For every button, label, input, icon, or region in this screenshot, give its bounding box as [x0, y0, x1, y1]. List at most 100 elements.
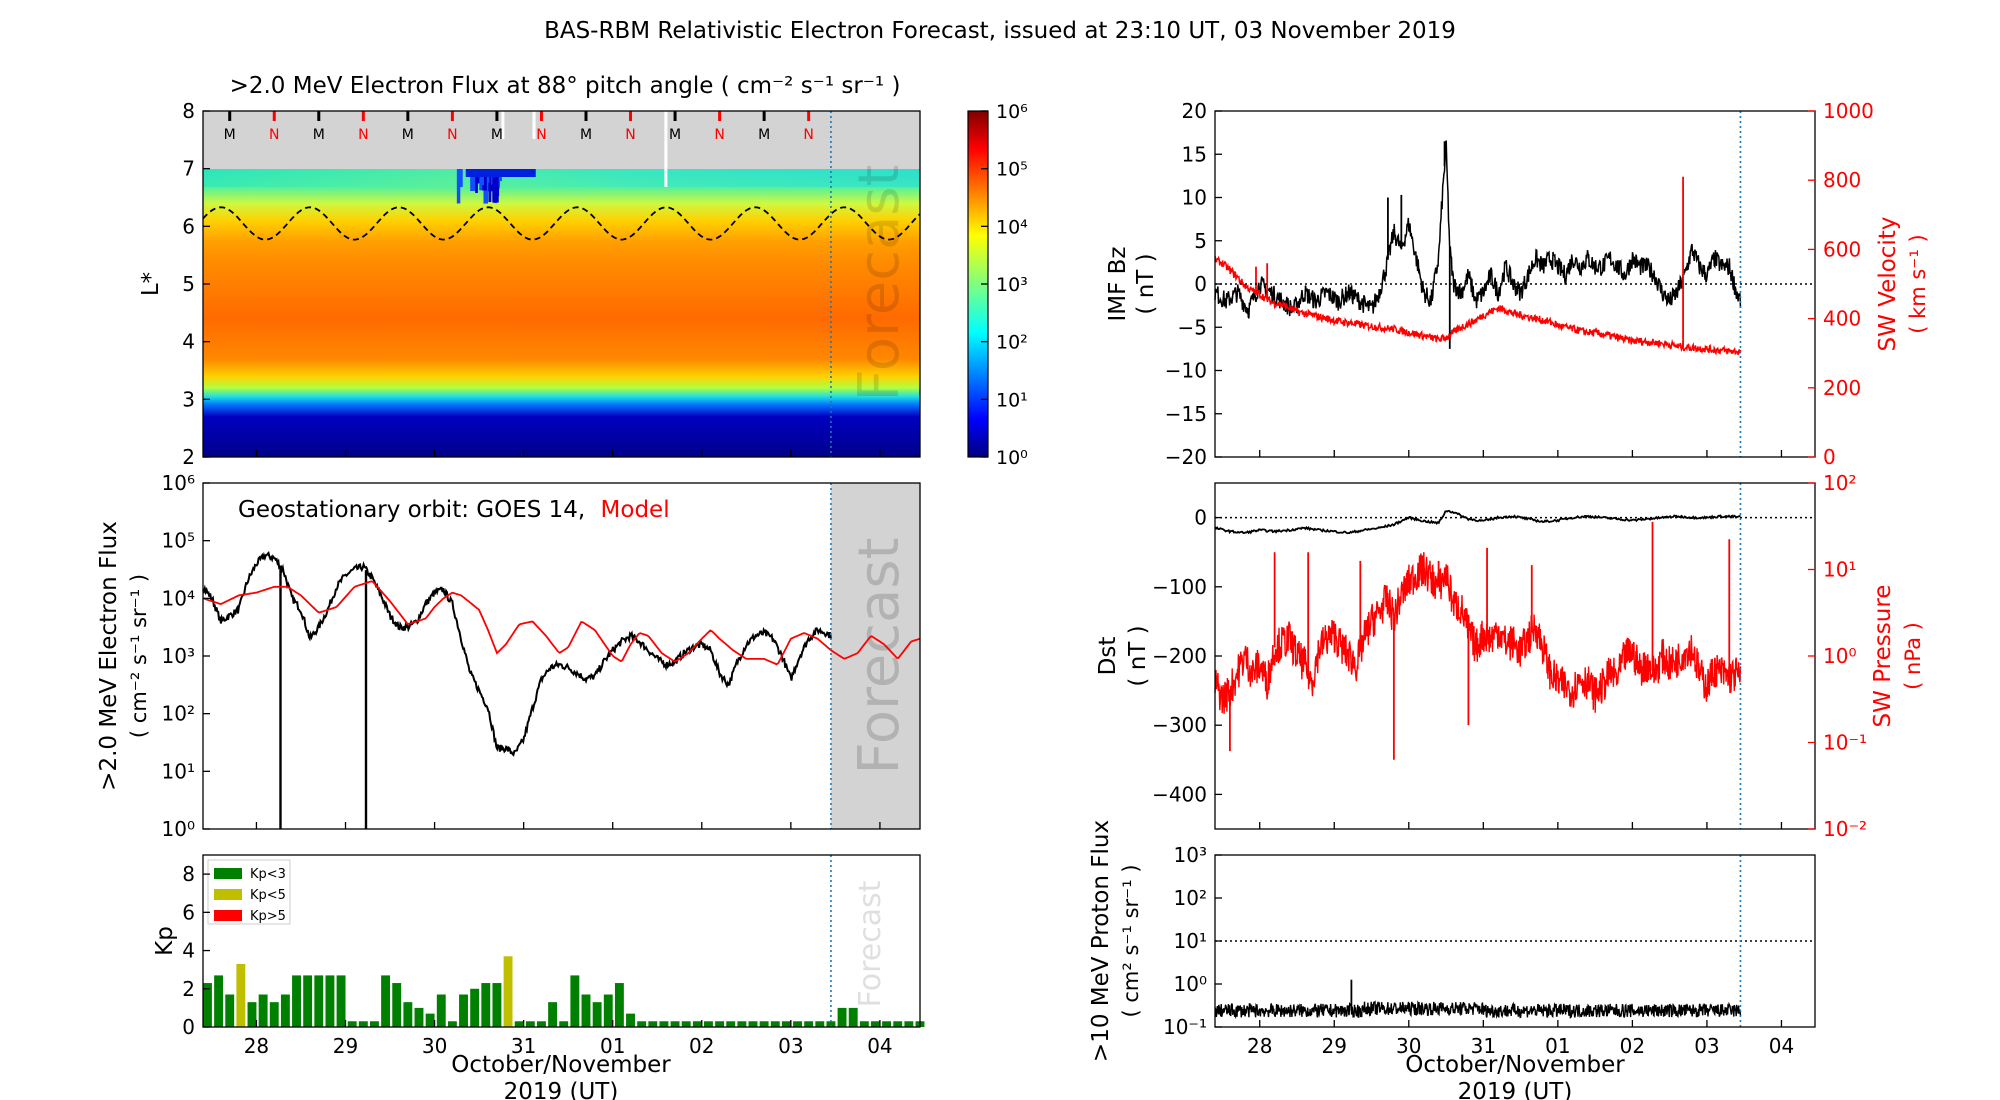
proton-xtick-label: 04: [1769, 1034, 1794, 1058]
kp-bar: [681, 1021, 691, 1027]
heatmap-dropout-streak: [492, 169, 499, 203]
kp-xtick-label: 30: [422, 1034, 447, 1058]
imf-ylabel-line2: ( nT ): [1133, 253, 1159, 314]
proton-ylabel-line1: >10 MeV Proton Flux: [1088, 820, 1114, 1062]
kp-bar: [581, 994, 591, 1027]
kp-bar: [225, 994, 235, 1027]
flux-legend-model: Model: [601, 497, 670, 523]
kp-bars: [203, 956, 925, 1027]
kp-bar: [403, 1002, 413, 1027]
sw-velocity-ytick-label: 800: [1823, 168, 1861, 192]
kp-bar: [203, 983, 212, 1027]
sw-velocity-ylabel-line1: SW Velocity: [1875, 217, 1901, 352]
proton-xtick-label: 02: [1620, 1034, 1645, 1058]
heatmap-data-gap: [532, 111, 536, 139]
colorbar-ytick-label: 10²: [996, 332, 1028, 354]
kp-bar: [848, 1007, 858, 1027]
kp-bar: [704, 1021, 713, 1027]
orbit-marker-label: N: [447, 127, 457, 143]
flux-ytick-label: 10⁰: [162, 817, 195, 841]
kp-bar: [280, 994, 290, 1027]
kp-bar: [793, 1021, 802, 1027]
dst-line: [1214, 509, 1741, 535]
dst-ytick-label: −400: [1152, 782, 1207, 806]
heatmap-data-gap: [501, 111, 505, 139]
kp-ytick-label: 4: [182, 939, 195, 963]
orbit-marker-label: M: [224, 127, 236, 143]
kp-bar: [659, 1021, 669, 1027]
flux-series: [202, 551, 921, 829]
kp-bar: [626, 1013, 635, 1027]
proton-ytick-label: 10⁰: [1174, 972, 1207, 996]
flux-ytick-label: 10⁵: [162, 529, 195, 553]
colorbar: 10⁰ 10¹ 10² 10³ 10⁴ 10⁵ 10⁶: [967, 101, 1028, 469]
right-xlabel-line1: October/November: [1405, 1052, 1625, 1078]
kp-bar: [503, 956, 513, 1027]
sw-pressure-line: [1214, 552, 1742, 714]
kp-bar: [436, 994, 446, 1027]
goes-flux-line: [202, 551, 832, 757]
dst-ytick-label: −300: [1152, 713, 1207, 737]
kp-xtick-label: 04: [867, 1034, 892, 1058]
orbit-marker-label: N: [714, 127, 724, 143]
imf-ytick-label: −15: [1165, 402, 1207, 426]
orbit-marker-label: N: [536, 127, 546, 143]
left-xlabel-line1: October/November: [451, 1052, 671, 1078]
sw-velocity-ylabel-line2: ( km s⁻¹ ): [1906, 234, 1930, 333]
sw-pressure-ytick-label: 10⁰: [1823, 644, 1856, 668]
kp-bar: [726, 1021, 736, 1027]
proton-xtick-label: 03: [1694, 1034, 1719, 1058]
kp-bar: [414, 1007, 424, 1027]
flux-panel: Forecast Geostationary orbit: GOES 14, M…: [96, 471, 921, 841]
imf-ytick-label: −5: [1178, 315, 1207, 339]
orbit-marker-label: M: [669, 127, 681, 143]
proton-ylabel-line2: ( cm² s⁻¹ sr⁻¹ ): [1119, 864, 1143, 1017]
orbit-marker-label: M: [758, 127, 770, 143]
kp-bar: [548, 1002, 558, 1027]
kp-xtick-label: 28: [244, 1034, 269, 1058]
heatmap-dropout-streaks: [456, 111, 668, 204]
flux-ytick-label: 10²: [162, 702, 195, 726]
imf-y-axis-left: −20 −15 −10 −5 0 5 10 15 20: [1165, 99, 1222, 469]
kp-ytick-label: 2: [182, 977, 195, 1001]
heatmap-dropout-streak: [470, 169, 476, 192]
imf-y-axis-right: 0 200 400 600 800 1000: [1808, 99, 1874, 469]
flux-x-ticks: [255, 822, 881, 829]
left-xlabel-line2: 2019 (UT): [504, 1079, 619, 1100]
kp-bar: [570, 975, 580, 1027]
kp-legend-swatch: [214, 889, 242, 900]
kp-bar: [904, 1021, 914, 1027]
kp-bar: [748, 1021, 758, 1027]
kp-bar: [859, 1021, 869, 1027]
kp-bar: [559, 1021, 569, 1027]
flux-y-axis: 10⁰ 10¹ 10² 10³ 10⁴ 10⁵ 10⁶: [162, 471, 210, 841]
dst-x-ticks: [1259, 822, 1783, 829]
imf-series: [1214, 140, 1742, 356]
colorbar-ticks: 10⁰ 10¹ 10² 10³ 10⁴ 10⁵ 10⁶: [981, 101, 1028, 469]
proton-ytick-label: 10³: [1174, 843, 1207, 867]
flux-legend-prefix: Geostationary orbit: GOES 14,: [238, 497, 585, 523]
orbit-marker-label: M: [491, 127, 503, 143]
sw-pressure-ytick-label: 10²: [1823, 471, 1856, 495]
proton-y-axis: 10⁻¹ 10⁰ 10¹ 10² 10³: [1163, 843, 1222, 1039]
kp-bar: [715, 1021, 725, 1027]
colorbar-ytick-label: 10⁶: [996, 101, 1028, 123]
kp-bar: [692, 1021, 702, 1027]
colorbar-ytick-label: 10¹: [996, 389, 1028, 411]
kp-bar: [381, 975, 391, 1027]
kp-bar: [492, 983, 502, 1027]
kp-bar: [314, 975, 324, 1027]
proton-xtick-label: 01: [1545, 1034, 1570, 1058]
heatmap-panel: >2.0 MeV Electron Flux at 88° pitch angl…: [138, 73, 921, 469]
heatmap-no-data-region: [203, 111, 920, 169]
sw-velocity-ytick-label: 200: [1823, 376, 1861, 400]
imf-ytick-label: 15: [1182, 142, 1207, 166]
kp-bar: [837, 1007, 847, 1027]
proton-ytick-label: 10⁻¹: [1163, 1015, 1207, 1039]
proton-panel: 10⁻¹ 10⁰ 10¹ 10² 10³ 28 29 30 31 01 02 03 04 >10 Me…: [1088, 820, 1816, 1100]
orbit-marker-label: M: [580, 127, 592, 143]
dst-ylabel-line1: Dst: [1095, 637, 1121, 676]
kp-legend-label: Kp<5: [250, 888, 286, 903]
imf-ytick-label: 20: [1182, 99, 1207, 123]
